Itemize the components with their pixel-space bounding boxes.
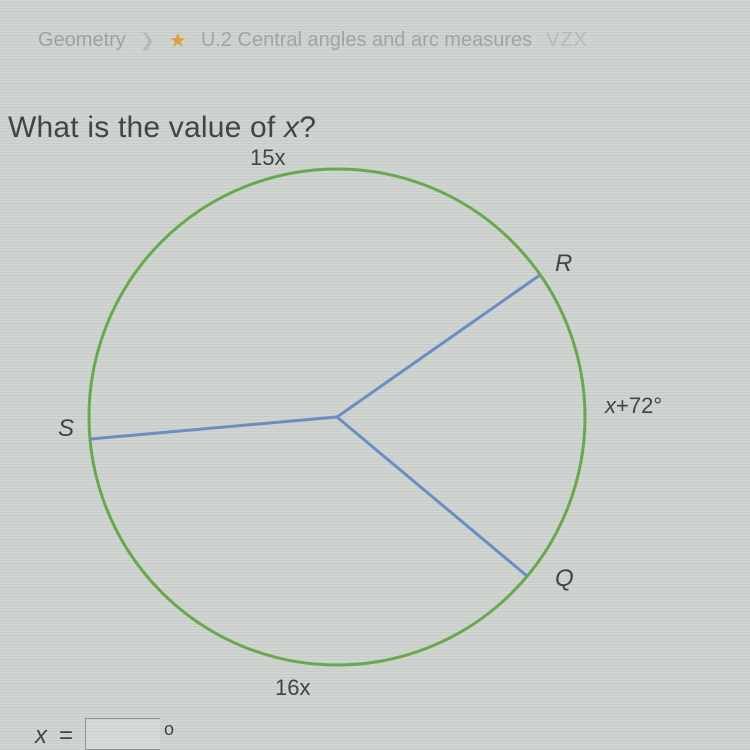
question-text: What is the value of x? xyxy=(8,111,750,145)
point-label-q: Q xyxy=(555,565,574,593)
answer-line: x = o xyxy=(35,718,174,750)
answer-unit: o xyxy=(164,719,174,740)
radius-to-r xyxy=(337,275,540,417)
arc-label-sr: 15x xyxy=(250,145,285,171)
answer-variable: x xyxy=(35,722,47,750)
radius-to-q xyxy=(337,417,527,576)
chevron-right-icon: ❯ xyxy=(140,30,155,51)
answer-input[interactable] xyxy=(85,718,160,750)
arc-label-rq: x+72° xyxy=(605,393,662,419)
breadcrumb-lesson[interactable]: U.2 Central angles and arc measures xyxy=(201,29,532,52)
point-label-s: S xyxy=(58,415,74,443)
radius-to-s xyxy=(90,417,337,439)
breadcrumb-subject[interactable]: Geometry xyxy=(38,29,126,52)
arc-label-qs: 16x xyxy=(275,675,310,701)
question-variable: x xyxy=(284,111,299,144)
circle-svg xyxy=(75,155,599,679)
question-prefix: What is the value of xyxy=(8,111,284,144)
answer-equals: = xyxy=(59,722,73,750)
question-suffix: ? xyxy=(299,111,316,144)
breadcrumb: Geometry ❯ ★ U.2 Central angles and arc … xyxy=(0,0,750,53)
breadcrumb-code: VZX xyxy=(546,29,588,52)
star-icon: ★ xyxy=(169,28,187,53)
point-label-r: R xyxy=(555,250,572,278)
circle-diagram: 15x x+72° 16x R Q S xyxy=(0,145,750,685)
